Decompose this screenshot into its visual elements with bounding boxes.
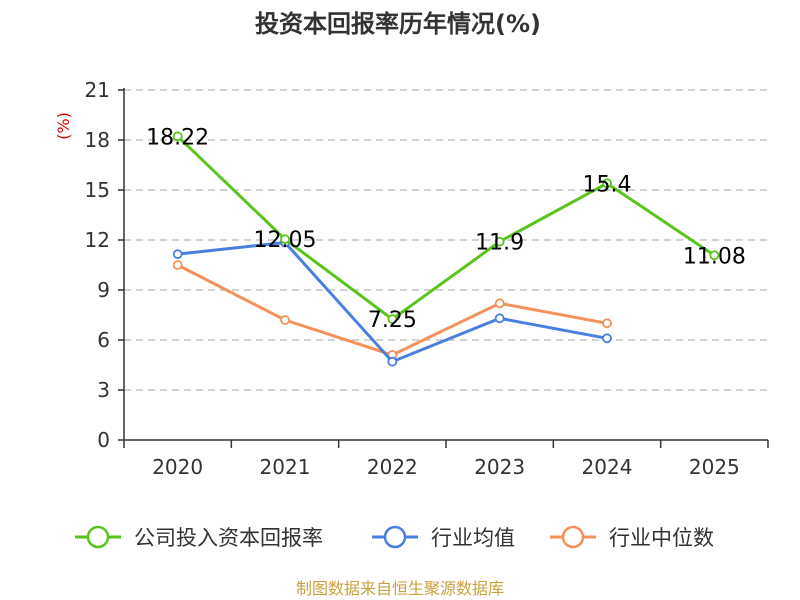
data-point [602,318,612,329]
x-tick-label: 2024 [582,455,633,479]
data-point [494,313,505,324]
x-tick-label: 2022 [367,455,418,479]
axes: 0 3 6 9 12 15 18 21 2020 2021 2022 2023 2024 2025 [85,78,769,479]
data-labels: 18.22 12.05 7.25 11.9 15.4 11.08 [146,125,746,333]
data-label: 11.9 [475,231,524,256]
y-tick-label: 9 [97,278,110,302]
y-tick-label: 3 [97,378,110,402]
data-point [494,298,505,309]
legend-label: 公司投入资本回报率 [134,526,323,550]
data-point [494,236,505,247]
x-tick-label: 2020 [152,455,203,479]
data-point [602,178,612,189]
data-point [280,234,290,245]
legend-label: 行业均值 [431,526,515,550]
y-tick-label: 0 [97,428,110,452]
data-point [602,333,612,344]
legend-marker [383,525,407,549]
legend: 公司投入资本回报率 行业均值 行业中位数 [75,525,714,550]
data-point [709,250,720,261]
series-line [177,241,608,364]
data-label: 15.4 [583,172,632,197]
legend-marker [86,525,110,549]
y-tick-label: 21 [85,78,110,102]
legend-label: 行业中位数 [609,526,714,550]
y-tick-label: 12 [85,228,110,252]
series-layer [172,131,720,367]
x-tick-label: 2023 [474,455,525,479]
series-line [176,135,716,321]
y-tick-label: 18 [85,128,110,152]
source-note: 制图数据来自恒生聚源数据库 [296,579,504,598]
y-axis-unit: (%) [54,112,73,140]
data-point [172,260,183,270]
data-label: 7.25 [368,308,417,333]
chart-title: 投资本回报率历年情况(%) [255,10,541,38]
data-point [387,314,398,325]
x-tick-label: 2025 [689,455,740,479]
x-tick-label: 2021 [260,455,311,479]
data-label: 11.08 [683,244,746,269]
data-point [172,249,183,260]
y-tick-label: 15 [85,178,110,202]
data-point [280,315,290,325]
y-tick-label: 6 [97,328,110,352]
data-label: 12.05 [254,228,317,253]
legend-marker [561,525,585,549]
grid-lines [124,89,768,391]
data-label: 18.22 [146,125,209,150]
data-point [172,131,183,142]
data-point [387,356,398,367]
